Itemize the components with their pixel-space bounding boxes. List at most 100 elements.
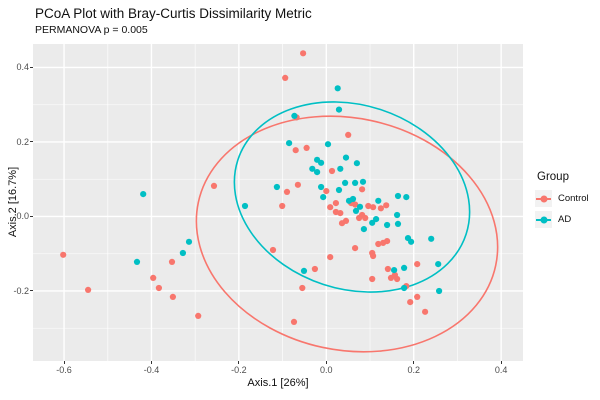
control-data-point — [377, 205, 384, 212]
control-data-point — [359, 186, 366, 193]
control-data-point — [282, 74, 289, 81]
ad-data-point — [353, 160, 360, 167]
ad-data-point — [342, 154, 350, 161]
x-tick-label: -0.6 — [56, 365, 72, 375]
control-data-point — [328, 167, 336, 175]
control-data-point — [155, 284, 162, 292]
control-data-point — [323, 188, 330, 195]
plot-panel — [33, 44, 523, 361]
ad-data-point — [335, 186, 343, 194]
legend-label-control: Control — [558, 193, 589, 204]
control-data-point — [300, 50, 307, 57]
legend-key-dot — [540, 195, 547, 202]
legend-item-ad: AD — [535, 211, 589, 228]
ad-data-point — [369, 219, 376, 226]
ad-data-point — [349, 195, 357, 203]
control-data-point — [169, 293, 176, 300]
ad-data-point — [352, 179, 359, 186]
legend: Group Control AD — [535, 171, 589, 232]
ad-data-point — [318, 159, 325, 166]
control-data-point — [311, 265, 318, 273]
ad-data-point — [320, 194, 327, 201]
ad-data-point — [241, 202, 249, 210]
legend-item-control: Control — [535, 190, 589, 207]
control-data-point — [356, 214, 363, 222]
ad-data-point — [286, 140, 293, 147]
control-data-point — [299, 284, 306, 292]
ad-data-point — [318, 183, 325, 191]
ad-data-point — [375, 197, 382, 204]
ad-data-point — [300, 267, 308, 274]
control-data-point — [370, 204, 377, 211]
chart-title: PCoA Plot with Bray-Curtis Dissimilarity… — [35, 6, 312, 21]
ad-data-point — [179, 249, 186, 257]
control-data-point — [384, 265, 391, 273]
x-tick-label: 0.0 — [320, 365, 333, 375]
control-data-point — [168, 258, 176, 265]
x-tick-label: -0.2 — [231, 365, 247, 375]
x-tick-label: 0.4 — [494, 365, 508, 375]
ad-data-point — [436, 287, 443, 295]
control-data-point — [407, 299, 414, 306]
control-data-point — [383, 202, 390, 209]
y-tick-label: -0.2 — [13, 285, 29, 296]
control-data-point — [337, 210, 344, 217]
ad-data-point — [356, 203, 364, 210]
control-data-point — [269, 246, 277, 254]
control-data-point — [327, 204, 334, 211]
ad-data-point — [384, 221, 391, 229]
chart-subtitle: PERMANOVA p = 0.005 — [35, 24, 148, 36]
control-data-point — [369, 249, 376, 257]
control-data-point — [365, 202, 372, 210]
ad-data-point — [408, 238, 415, 245]
ad-data-point — [273, 183, 280, 191]
x-tick-mark — [500, 361, 502, 364]
control-data-point — [210, 182, 218, 189]
control-data-point — [85, 286, 92, 293]
x-axis-title: Axis.1 [26%] — [247, 377, 309, 389]
control-data-point — [327, 254, 334, 261]
legend-label-ad: AD — [558, 214, 572, 225]
control-data-point — [394, 275, 401, 283]
y-tick-label: 0.0 — [16, 211, 29, 222]
ad-data-point — [394, 192, 402, 200]
control-data-point — [352, 201, 359, 208]
y-tick-mark — [30, 290, 33, 292]
control-data-point — [375, 240, 382, 248]
control-data-point — [362, 214, 369, 222]
control-point-icon — [535, 190, 552, 207]
y-tick-label: 0.4 — [16, 62, 29, 73]
y-tick-label: 0.2 — [16, 136, 29, 147]
control-data-point — [303, 144, 310, 151]
control-data-point — [332, 200, 339, 207]
ad-data-point — [391, 267, 398, 274]
ad-data-point — [360, 226, 367, 233]
ad-data-point — [133, 258, 141, 265]
ad-data-point — [337, 165, 344, 172]
ad-data-point — [335, 106, 343, 113]
x-tick-mark — [238, 361, 240, 364]
x-tick-mark — [413, 361, 415, 364]
control-data-point — [352, 245, 359, 252]
x-tick-label: -0.4 — [143, 365, 160, 375]
legend-key-dot — [540, 216, 547, 223]
control-data-point — [414, 261, 421, 268]
control-data-point — [345, 131, 352, 138]
y-tick-mark — [30, 215, 33, 217]
y-tick-mark — [30, 66, 33, 68]
y-tick-mark — [30, 141, 33, 143]
x-tick-mark — [325, 361, 327, 364]
y-axis-title: Axis.2 [16.7%] — [7, 166, 19, 238]
ad-data-point — [185, 238, 193, 245]
control-data-point — [384, 238, 391, 245]
control-data-point — [369, 275, 376, 283]
ad-data-point — [401, 264, 408, 271]
control-data-point — [342, 217, 350, 224]
ad-data-point — [359, 178, 367, 185]
x-tick-mark — [63, 361, 65, 364]
ad-data-point — [352, 207, 360, 214]
ad-data-point — [309, 165, 316, 172]
scatter-plot-canvas — [33, 44, 523, 361]
ad-data-point — [403, 194, 410, 201]
